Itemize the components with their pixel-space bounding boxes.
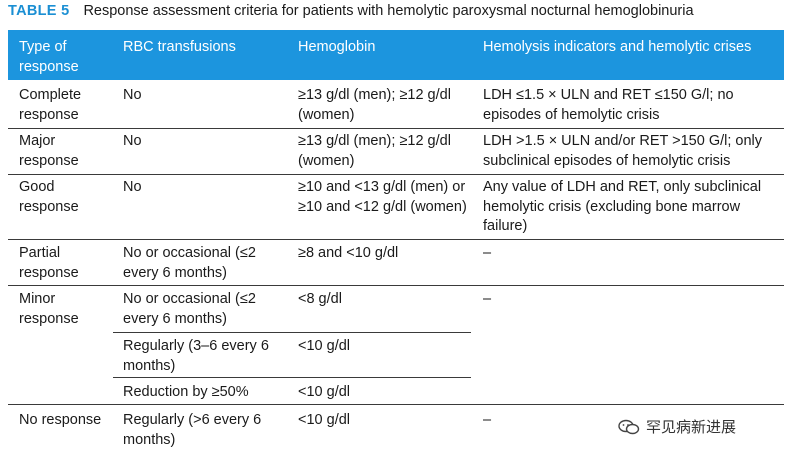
row-minor-sub3-rbc: Reduction by ≥50% [123,384,249,400]
row-divider [8,285,784,286]
header-type: Type of response [19,39,79,75]
row-partial-type: Partial response [19,245,79,281]
row-good-type: Good response [19,179,79,215]
row-none-hemolysis: – [483,412,492,428]
table-header: Type of response RBC transfusions Hemogl… [8,30,784,80]
watermark: 罕见病新进展 [618,416,736,437]
table-caption: TABLE 5 Response assessment criteria for … [8,3,694,19]
row-major-hemoglobin: ≥13 g/dl (men); ≥12 g/dl (women) [298,133,451,169]
wechat-icon [618,419,640,435]
watermark-text: 罕见病新进展 [646,419,737,436]
row-minor-sub1-hemoglobin: <8 g/dl [298,291,342,307]
sub-row-divider [113,332,471,333]
row-good-hemolysis: Any value of LDH and RET, only subclinic… [483,179,762,234]
row-complete-type: Complete response [19,87,82,123]
row-complete-hemoglobin: ≥13 g/dl (men); ≥12 g/dl (women) [298,87,451,123]
header-hemolysis: Hemolysis indicators and hemolytic crise… [483,39,752,55]
row-divider [8,239,784,240]
row-partial-hemoglobin: ≥8 and <10 g/dl [298,245,399,261]
row-complete-rbc: No [123,87,142,103]
sub-row-divider [113,377,471,378]
header-hemoglobin: Hemoglobin [298,39,376,55]
row-minor-type: Minor response [19,291,79,327]
row-divider [8,404,784,405]
row-partial-rbc: No or occasional (≤2 every 6 months) [123,245,256,281]
row-minor-sub1-rbc: No or occasional (≤2 every 6 months) [123,291,256,327]
row-good-rbc: No [123,179,142,195]
table-number: TABLE 5 [8,3,70,19]
header-rbc: RBC transfusions [123,39,236,55]
row-complete-hemolysis: LDH ≤1.5 × ULN and RET ≤150 G/l; no epis… [483,87,734,123]
row-major-rbc: No [123,133,142,149]
row-minor-sub2-hemoglobin: <10 g/dl [298,338,351,354]
row-minor-sub3-hemoglobin: <10 g/dl [298,384,351,400]
row-none-type: No response [19,412,102,428]
row-partial-hemolysis: – [483,245,492,261]
row-minor-sub2-rbc: Regularly (3–6 every 6 months) [123,338,269,374]
row-none-rbc: Regularly (>6 every 6 months) [123,412,262,448]
table-title: Response assessment criteria for patient… [83,3,694,19]
row-good-hemoglobin: ≥10 and <13 g/dl (men) or ≥10 and <12 g/… [298,179,467,215]
row-major-type: Major response [19,133,79,169]
row-divider [8,174,784,175]
row-none-hemoglobin: <10 g/dl [298,412,351,428]
row-major-hemolysis: LDH >1.5 × ULN and/or RET >150 G/l; only… [483,133,763,169]
row-divider [8,128,784,129]
row-minor-hemolysis: – [483,291,492,307]
